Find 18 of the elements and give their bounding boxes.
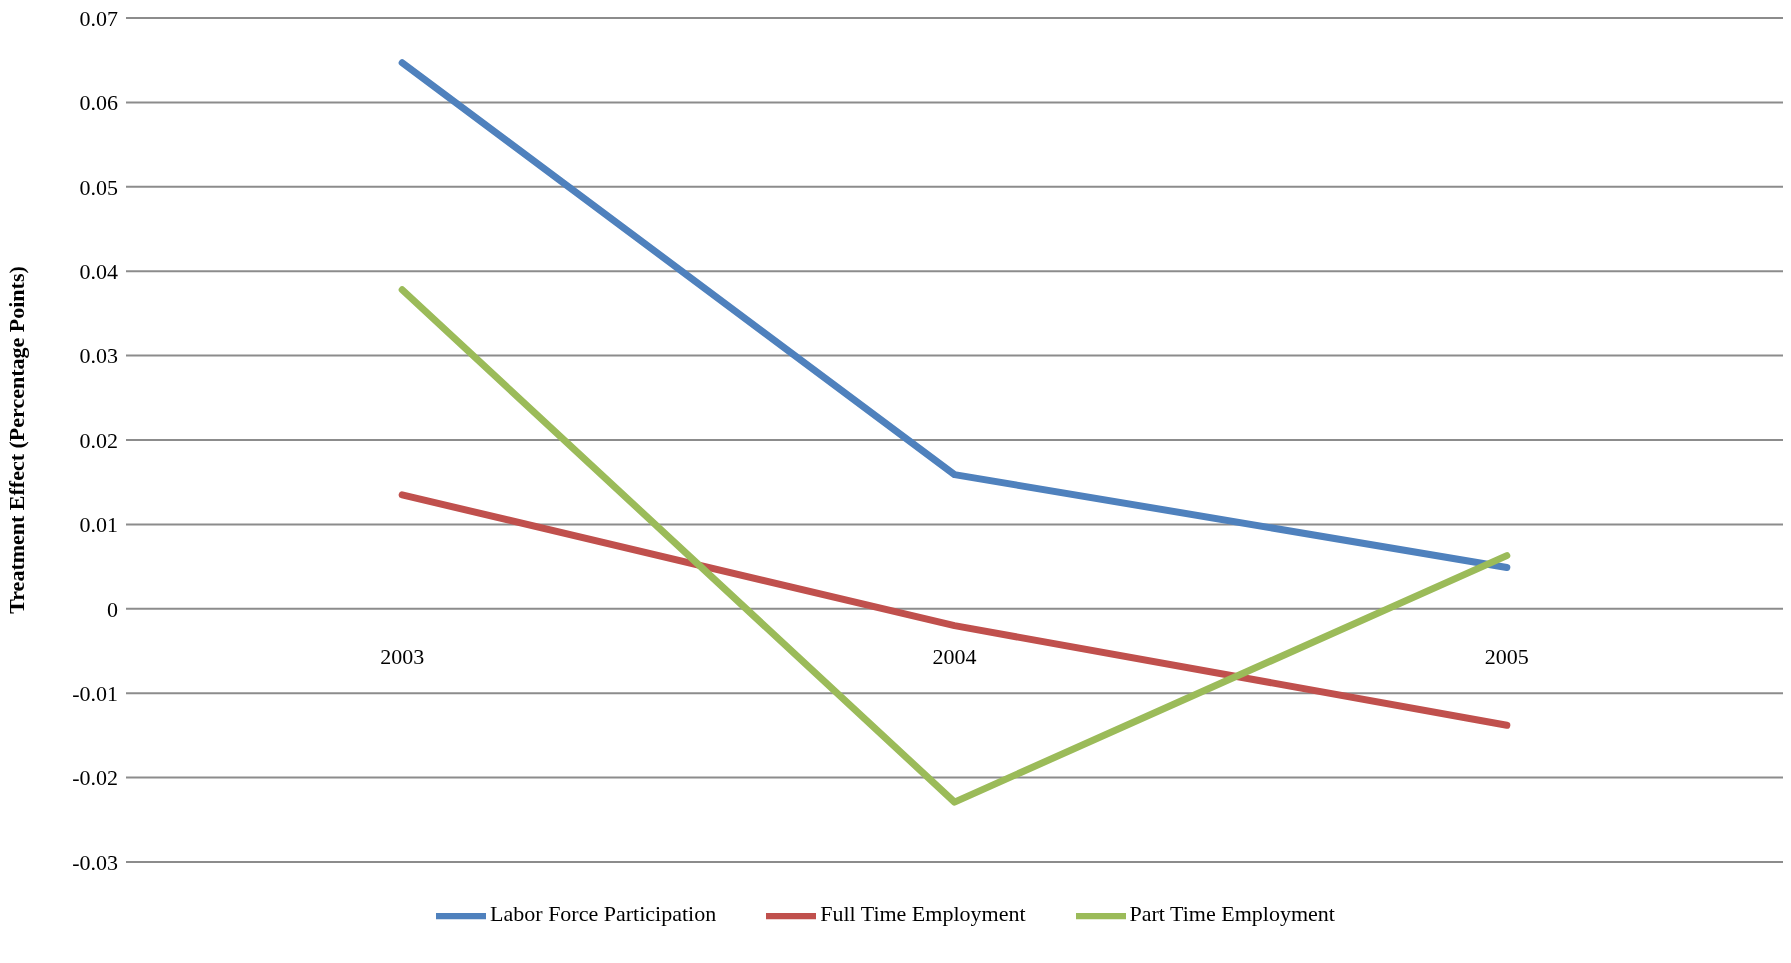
x-tick-label: 2003	[380, 644, 425, 670]
legend-label: Full Time Employment	[820, 901, 1026, 927]
x-tick-label: 2004	[932, 644, 977, 670]
legend-label: Part Time Employment	[1129, 901, 1335, 927]
y-tick-label: 0.03	[79, 343, 118, 369]
y-tick-label: 0.02	[79, 427, 118, 453]
x-tick-label: 2005	[1484, 644, 1529, 670]
y-tick-label: -0.02	[72, 765, 118, 791]
legend-label: Labor Force Participation	[490, 901, 717, 927]
y-tick-label: 0.05	[79, 174, 118, 200]
y-tick-label: -0.03	[72, 849, 118, 875]
y-tick-label: 0.07	[79, 5, 118, 31]
y-axis-title: Treatment Effect (Percentage Points)	[3, 266, 29, 614]
y-tick-label: 0	[107, 596, 118, 622]
y-tick-label: -0.01	[72, 681, 118, 707]
y-tick-label: 0.06	[79, 90, 118, 116]
y-tick-label: 0.01	[79, 512, 118, 538]
y-tick-label: 0.04	[79, 259, 118, 285]
